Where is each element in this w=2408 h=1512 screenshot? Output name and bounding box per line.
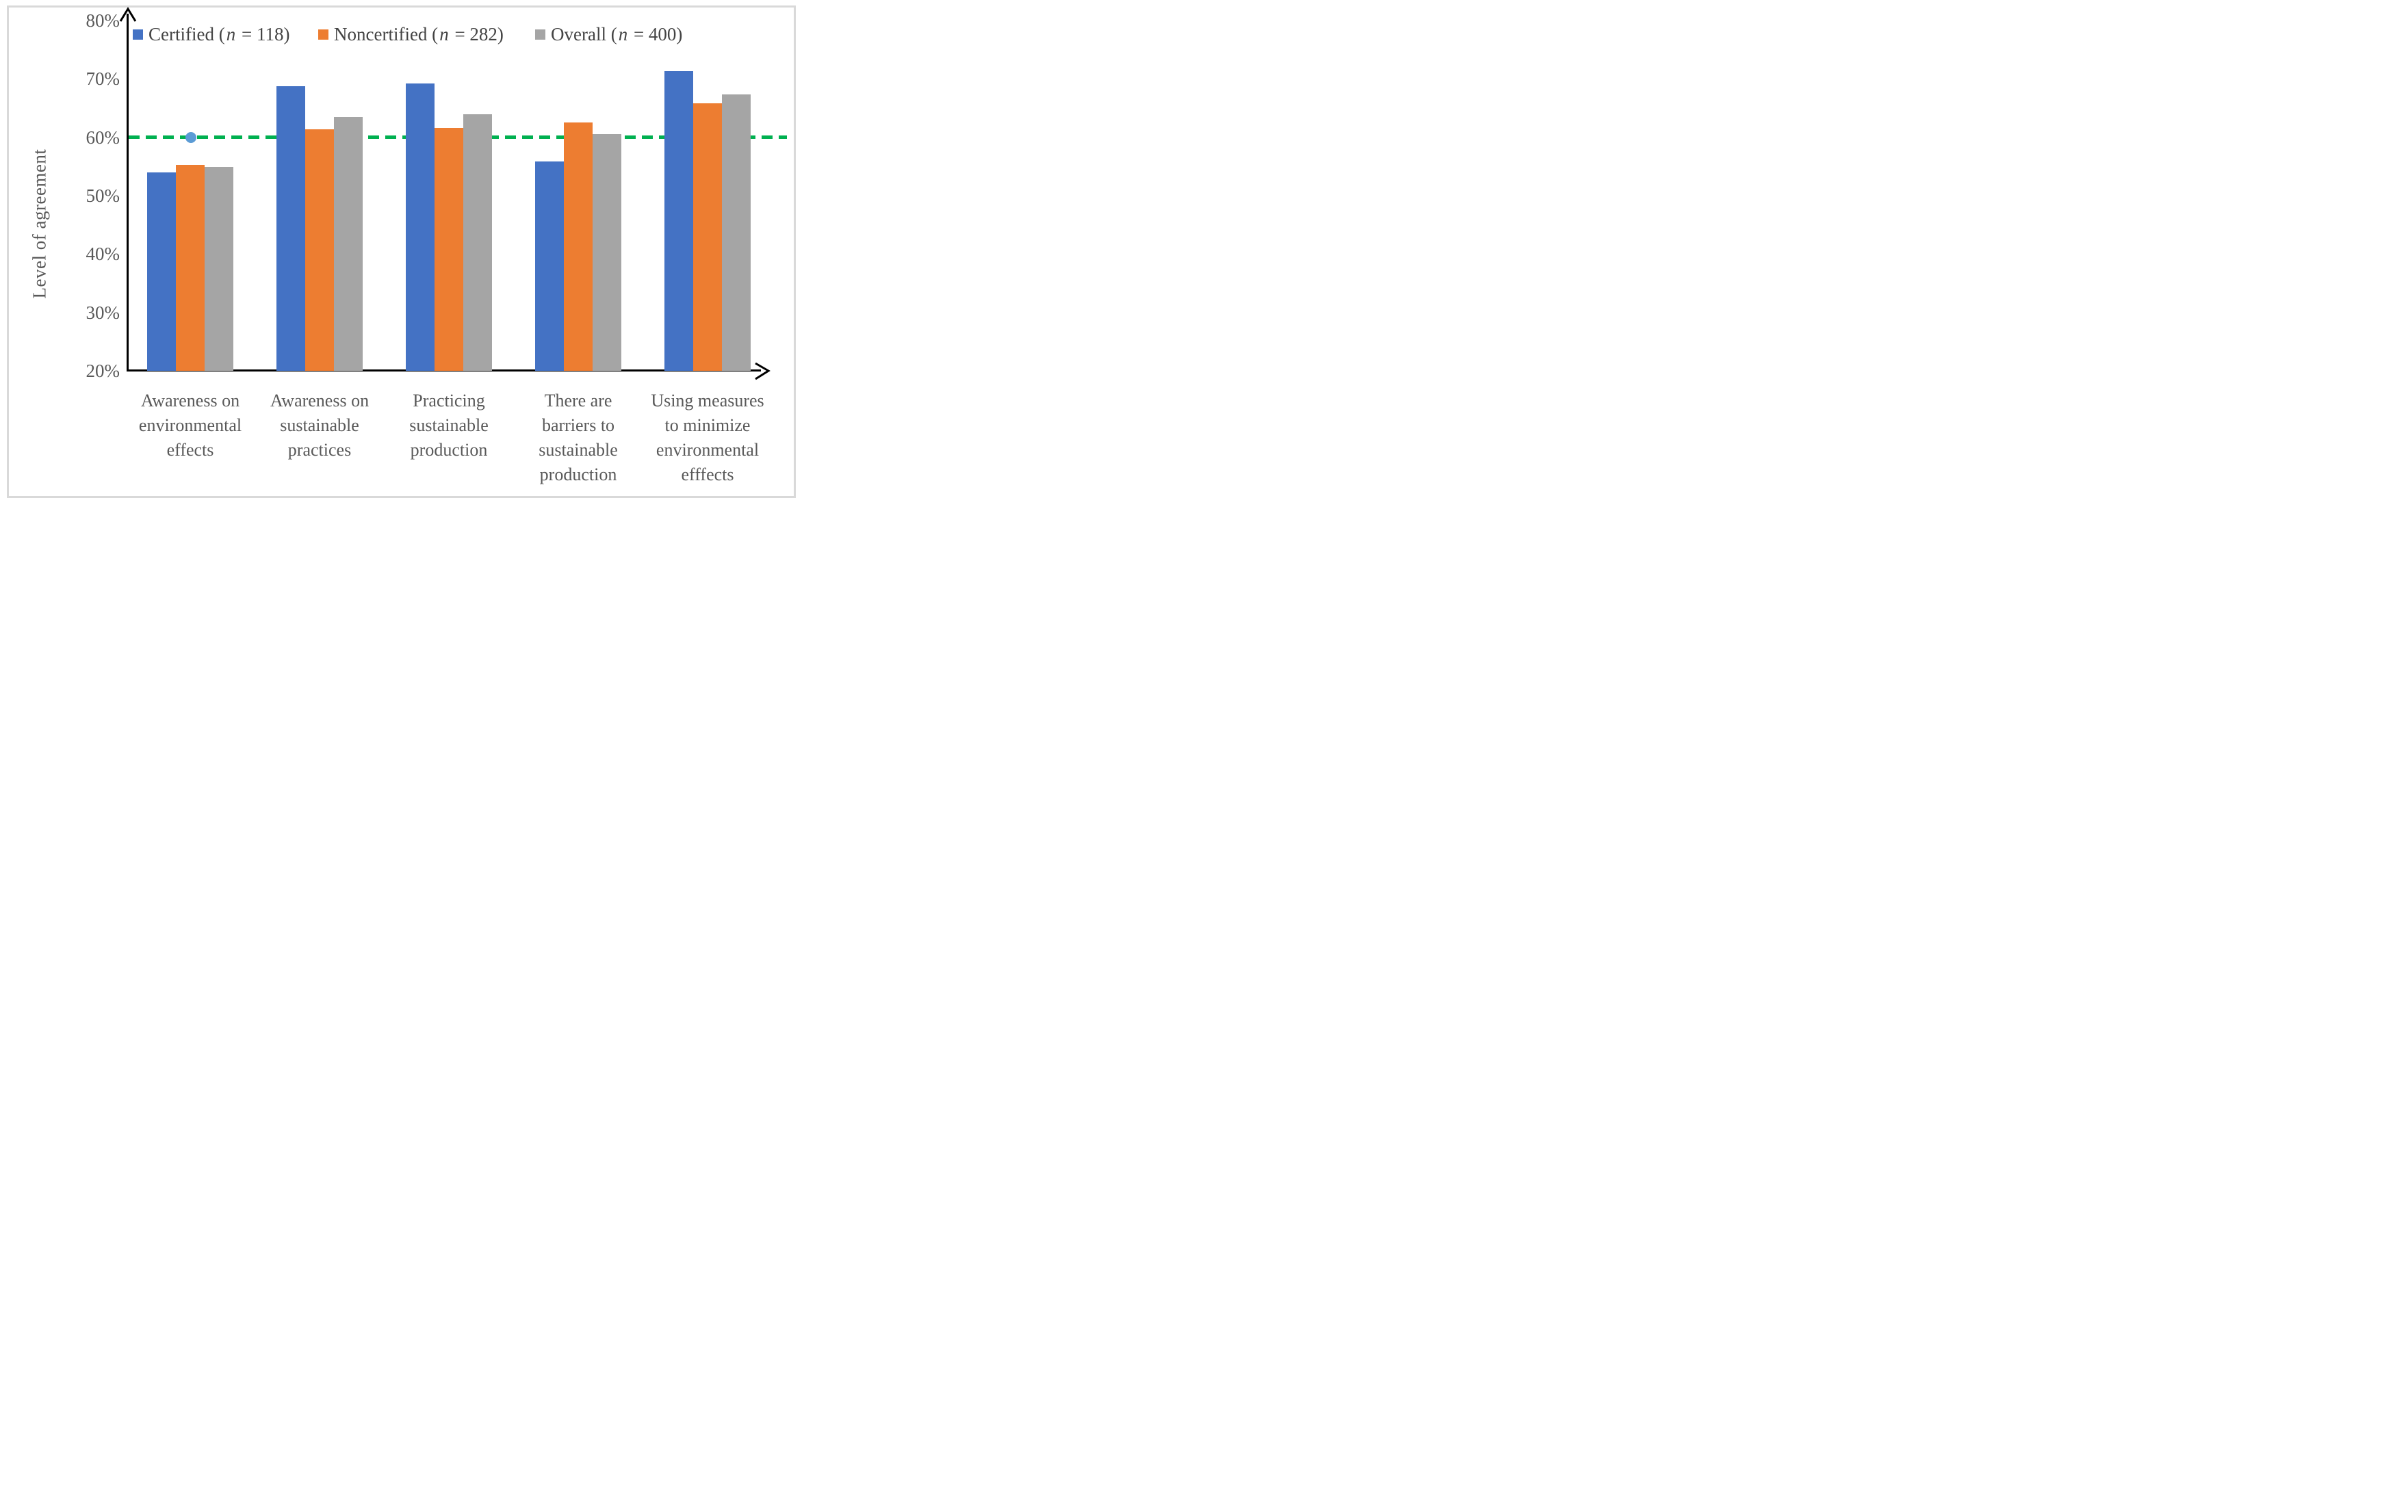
bar [564,122,593,371]
y-tick-label: 70% [86,68,120,90]
y-axis-title: Level of agreement [29,148,50,299]
bar [176,164,205,371]
category-label: Awareness on environmental effects [138,391,242,460]
y-tick-label: 20% [86,361,120,381]
y-axis-arrow-icon [119,7,137,22]
bar [406,83,435,371]
legend-item-certified: Certified (n = 118) [133,23,289,45]
y-tick-label: 80% [86,10,120,31]
legend-swatch-certified [133,29,143,40]
legend-label: Overall (n = 400) [551,23,683,44]
category-label: Awareness on sustainable practices [270,391,370,460]
figure-border [7,5,796,498]
bar [722,94,751,371]
y-tick-label: 40% [86,244,120,265]
legend-item-noncertified: Noncertified (n = 282) [318,23,504,45]
legend-label: Noncertified (n = 282) [334,23,504,44]
legend-label: Certified (n = 118) [148,23,290,44]
bar [463,114,492,371]
bar [276,86,305,371]
y-axis-line [127,14,129,371]
bar [664,71,693,371]
bar [435,128,463,371]
x-axis-arrow-icon [755,362,771,380]
y-tick-label: 50% [86,185,120,206]
y-tick-label: 30% [86,302,120,323]
category-label: There are barriers to sustainable productio… [539,391,618,484]
bar [147,172,176,371]
legend-swatch-noncertified [318,29,328,40]
category-label: Using measures to minimize environmental ef… [651,391,764,484]
y-tick-label: 60% [86,127,120,148]
figure-canvas: Certified (n = 118) Noncertified (n = 28… [0,0,803,504]
bar [593,134,621,371]
bar [693,103,722,371]
legend-item-overall: Overall (n = 400) [535,23,682,45]
legend-swatch-overall [535,29,545,40]
bar [205,167,233,371]
category-label: Practicing sustainable production [409,391,489,460]
bar [334,116,363,371]
legend: Certified (n = 118) Noncertified (n = 28… [0,23,803,47]
point-marker [185,132,196,143]
bar [535,161,564,371]
bar [305,129,334,371]
